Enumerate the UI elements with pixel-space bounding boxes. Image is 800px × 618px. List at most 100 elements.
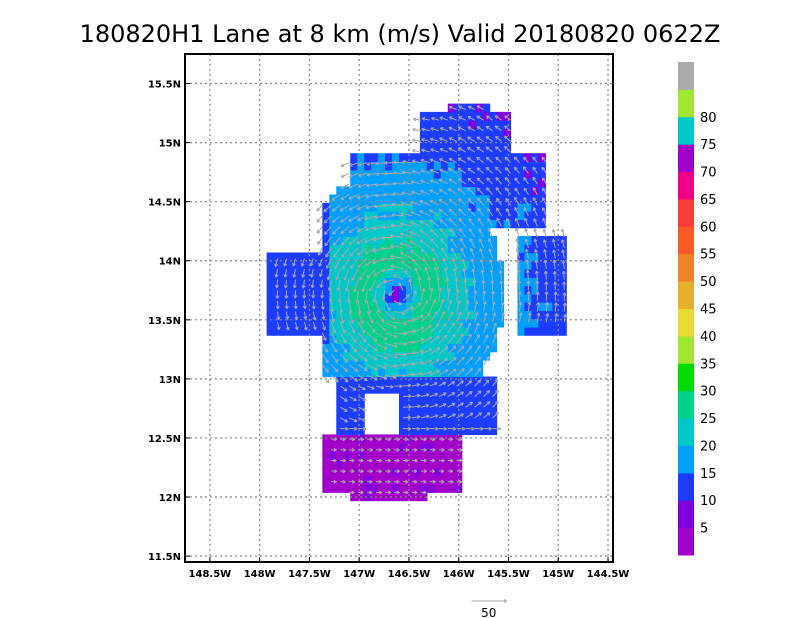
wind-cell (392, 318, 400, 328)
wind-cell (440, 169, 449, 179)
wind-vector-head (449, 469, 454, 474)
wind-cell (336, 219, 344, 229)
wind-cell (482, 409, 491, 419)
wind-cell (517, 194, 526, 204)
wind-vector (339, 364, 348, 373)
wind-vector-head (423, 479, 427, 484)
wind-cell (350, 376, 358, 386)
wind-cell (315, 285, 323, 295)
wind-vector-head (518, 312, 523, 316)
wind-vector-head (466, 146, 471, 151)
wind-cell (399, 153, 407, 163)
wind-vector (366, 311, 374, 324)
wind-cell (426, 260, 435, 270)
wind-cell (482, 326, 491, 336)
wind-cell (440, 484, 449, 493)
wind-vector (393, 300, 402, 305)
wind-vector (366, 374, 378, 381)
wind-vector (402, 406, 412, 408)
wind-vector (364, 215, 377, 220)
wind-vector-head (457, 157, 462, 162)
wind-cell (475, 401, 484, 411)
wind-vector-head (419, 360, 424, 365)
wind-vector-head (374, 204, 378, 209)
wind-cell (301, 326, 310, 336)
wind-cell (336, 202, 344, 212)
wind-cell (475, 202, 484, 212)
wind-vector-head (344, 408, 348, 412)
wind-cell (433, 442, 442, 452)
wind-vector-head (378, 447, 382, 452)
wind-vector-head (332, 241, 337, 246)
wind-vector (366, 183, 377, 187)
wind-vector (532, 187, 538, 195)
wind-vector (357, 343, 368, 353)
wind-vector (420, 393, 430, 398)
wind-cell (343, 211, 351, 220)
wind-vector (474, 300, 478, 312)
wind-cell (475, 368, 484, 378)
wind-vector (312, 300, 315, 310)
wind-vector-head (332, 230, 336, 235)
wind-vector (420, 190, 431, 196)
wind-cell (371, 178, 379, 187)
wind-vector (483, 379, 490, 387)
y-tick-label: 14.5N (148, 198, 181, 209)
wind-vector-head (469, 238, 473, 242)
wind-cell (468, 343, 477, 353)
wind-cell (419, 384, 428, 394)
wind-vector-head (333, 437, 337, 442)
wind-cell (385, 376, 393, 386)
wind-vector (401, 171, 413, 174)
wind-cell (385, 227, 393, 237)
wind-vector (286, 311, 289, 320)
wind-cell (447, 219, 456, 229)
wind-vector-head (436, 370, 440, 374)
wind-vector-head (293, 305, 298, 310)
wind-vector-head (375, 172, 379, 177)
wind-vector (563, 271, 565, 280)
wind-vector (523, 156, 529, 164)
wind-vector (518, 301, 522, 312)
colorbar-segment (678, 281, 694, 309)
wind-vector-head (523, 177, 527, 181)
wind-vector (366, 364, 378, 371)
wind-vector-head (353, 348, 358, 353)
wind-vector (375, 172, 386, 175)
wind-vector-head (364, 239, 368, 243)
wind-cell (468, 111, 477, 121)
wind-vector-head (369, 458, 373, 463)
wind-vector-head (405, 490, 409, 495)
wind-cell (440, 475, 449, 485)
wind-vector-head (412, 127, 416, 132)
wind-cell (531, 260, 539, 270)
wind-cell (405, 169, 414, 179)
wind-vector-head (411, 159, 416, 164)
wind-cell (287, 326, 296, 336)
wind-vector (285, 279, 288, 289)
wind-cell (266, 310, 275, 320)
wind-vector (381, 247, 395, 250)
wind-vector-head (316, 207, 320, 212)
wind-vector (393, 172, 404, 174)
wind-cell (419, 219, 428, 229)
wind-cell (364, 219, 372, 229)
wind-cell (405, 219, 414, 229)
wind-vector-head (335, 276, 340, 281)
wind-cell (412, 359, 421, 369)
wind-cell (461, 384, 470, 394)
wind-vector-head (420, 349, 425, 354)
wind-cell (482, 161, 491, 171)
wind-cell (315, 302, 323, 311)
wind-vector (340, 406, 348, 412)
wind-cell (475, 359, 484, 369)
wind-vector (496, 217, 502, 227)
wind-vector (421, 248, 431, 259)
wind-cell (524, 326, 532, 336)
wind-vector-head (356, 240, 360, 245)
wind-vector (447, 368, 457, 376)
wind-vector-head (429, 137, 434, 142)
wind-vector-head (402, 180, 406, 185)
wind-vector-head (410, 249, 414, 254)
wind-cell (433, 235, 442, 245)
